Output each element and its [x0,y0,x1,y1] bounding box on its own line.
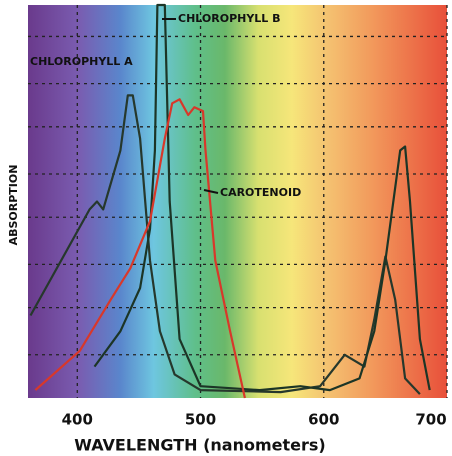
x-tick-label: 500 [185,411,216,429]
x-tick-label: 700 [415,411,446,429]
label-leader [203,189,219,194]
x-tick-label: 400 [62,411,93,429]
series-label: CAROTENOID [220,186,301,199]
series-line [93,3,431,392]
series-label: CHLOROPHYLL B [178,12,281,25]
y-axis-title: ABSORPTION [7,165,20,246]
series-label: CHLOROPHYLL A [30,55,133,68]
x-tick-label: 600 [308,411,339,429]
x-axis-title: WAVELENGTH (nanometers) [74,436,325,455]
series-line [34,98,246,399]
